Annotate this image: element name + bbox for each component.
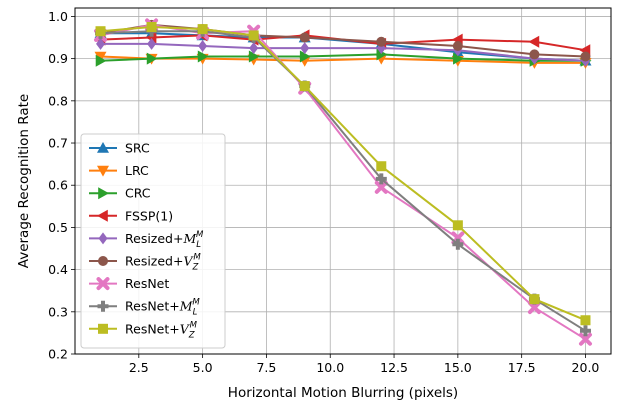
legend-marker bbox=[98, 323, 108, 334]
data-point bbox=[95, 54, 107, 67]
y-tick-label: 0.6 bbox=[48, 178, 68, 193]
x-tick-label: 20.0 bbox=[572, 360, 600, 375]
legend-label: Resized+MLM bbox=[125, 230, 204, 250]
data-point bbox=[299, 50, 311, 63]
legend-entry: ResNet+VZM bbox=[89, 320, 198, 340]
data-point bbox=[198, 39, 208, 52]
x-axis-label: Horizontal Motion Blurring (pixels) bbox=[228, 385, 458, 401]
data-point bbox=[528, 35, 540, 48]
data-point bbox=[376, 36, 387, 47]
legend-marker bbox=[98, 256, 108, 266]
legend-marker bbox=[98, 187, 109, 200]
data-point bbox=[94, 51, 107, 63]
y-tick-label: 0.7 bbox=[48, 136, 68, 151]
data-point bbox=[146, 52, 158, 65]
data-point bbox=[529, 49, 540, 60]
data-point bbox=[249, 42, 259, 55]
legend-label: SRC bbox=[125, 141, 150, 156]
legend-marker bbox=[97, 165, 109, 177]
data-point bbox=[452, 238, 464, 250]
data-point bbox=[527, 301, 541, 315]
data-point bbox=[300, 42, 310, 55]
legend-marker bbox=[97, 300, 109, 312]
legend-entry: SRC bbox=[89, 141, 150, 156]
y-tick-label: 0.8 bbox=[48, 93, 68, 108]
data-point bbox=[452, 220, 463, 231]
legend-label: ResNet bbox=[125, 276, 169, 291]
data-point bbox=[95, 26, 106, 37]
legend-label: CRC bbox=[125, 186, 151, 201]
series-ResNet+V_Z^M bbox=[95, 21, 591, 326]
x-tick-label: 12.5 bbox=[380, 360, 408, 375]
x-tick-label: 10.0 bbox=[316, 360, 344, 375]
x-tick-label: 7.5 bbox=[256, 360, 276, 375]
y-axis-label: Average Recognition Rate bbox=[16, 94, 32, 268]
x-tick-label: 17.5 bbox=[508, 360, 536, 375]
x-tick-label: 2.5 bbox=[129, 360, 149, 375]
legend-label: ResNet+VZM bbox=[125, 320, 198, 340]
legend-label: FSSP(1) bbox=[125, 208, 173, 223]
y-tick-label: 0.4 bbox=[48, 262, 68, 277]
y-tick-label: 1.0 bbox=[48, 9, 68, 24]
legend-entry: LRC bbox=[89, 163, 149, 178]
data-point bbox=[578, 332, 592, 346]
legend-marker bbox=[96, 277, 110, 291]
data-point bbox=[579, 325, 591, 337]
data-point bbox=[452, 40, 463, 51]
data-point bbox=[529, 294, 540, 305]
data-point bbox=[453, 52, 464, 65]
series-layer bbox=[94, 18, 592, 346]
legend-label: LRC bbox=[125, 163, 149, 178]
legend: SRC LRC CRC FSSP(1) Resized+MLM Resized+VZM Re… bbox=[80, 133, 226, 349]
legend-box bbox=[80, 133, 226, 349]
data-point bbox=[96, 37, 106, 50]
y-tick-label: 0.2 bbox=[48, 347, 68, 362]
legend-marker bbox=[97, 209, 108, 222]
data-point bbox=[248, 30, 259, 41]
legend-entry: ResNet bbox=[89, 276, 169, 291]
data-point bbox=[374, 180, 388, 194]
x-tick-label: 5.0 bbox=[193, 360, 213, 375]
legend-entry: FSSP(1) bbox=[89, 208, 173, 223]
legend-entry: CRC bbox=[89, 186, 151, 201]
y-tick-label: 0.9 bbox=[48, 51, 68, 66]
data-point bbox=[580, 51, 591, 62]
data-point bbox=[147, 37, 157, 50]
legend-label: Resized+VZM bbox=[125, 253, 201, 273]
data-point bbox=[146, 21, 157, 32]
y-tick-label: 0.3 bbox=[48, 304, 68, 319]
data-point bbox=[299, 32, 310, 43]
data-point bbox=[248, 50, 260, 63]
data-point bbox=[197, 50, 209, 63]
data-point bbox=[299, 81, 310, 92]
data-point bbox=[580, 315, 591, 326]
legend-entry: Resized+VZM bbox=[89, 253, 201, 273]
data-point bbox=[145, 31, 157, 44]
legend-label: ResNet+MLM bbox=[125, 298, 200, 318]
legend-entry: ResNet+MLM bbox=[89, 298, 200, 318]
y-tick-label: 0.5 bbox=[48, 220, 68, 235]
legend-marker bbox=[98, 232, 108, 245]
data-point bbox=[197, 24, 208, 35]
legend-entry: Resized+MLM bbox=[89, 230, 204, 250]
data-point bbox=[376, 48, 388, 61]
x-tick-label: 15.0 bbox=[444, 360, 472, 375]
axis-ticks: 2.5 5.0 7.5 10.0 12.5 15.0 17.5 20.0 0.2 0.3 0.4 0.… bbox=[48, 9, 599, 375]
data-point bbox=[375, 173, 387, 185]
plot-area-frame bbox=[74, 7, 612, 355]
legend-marker bbox=[97, 142, 109, 153]
data-point bbox=[376, 161, 387, 172]
